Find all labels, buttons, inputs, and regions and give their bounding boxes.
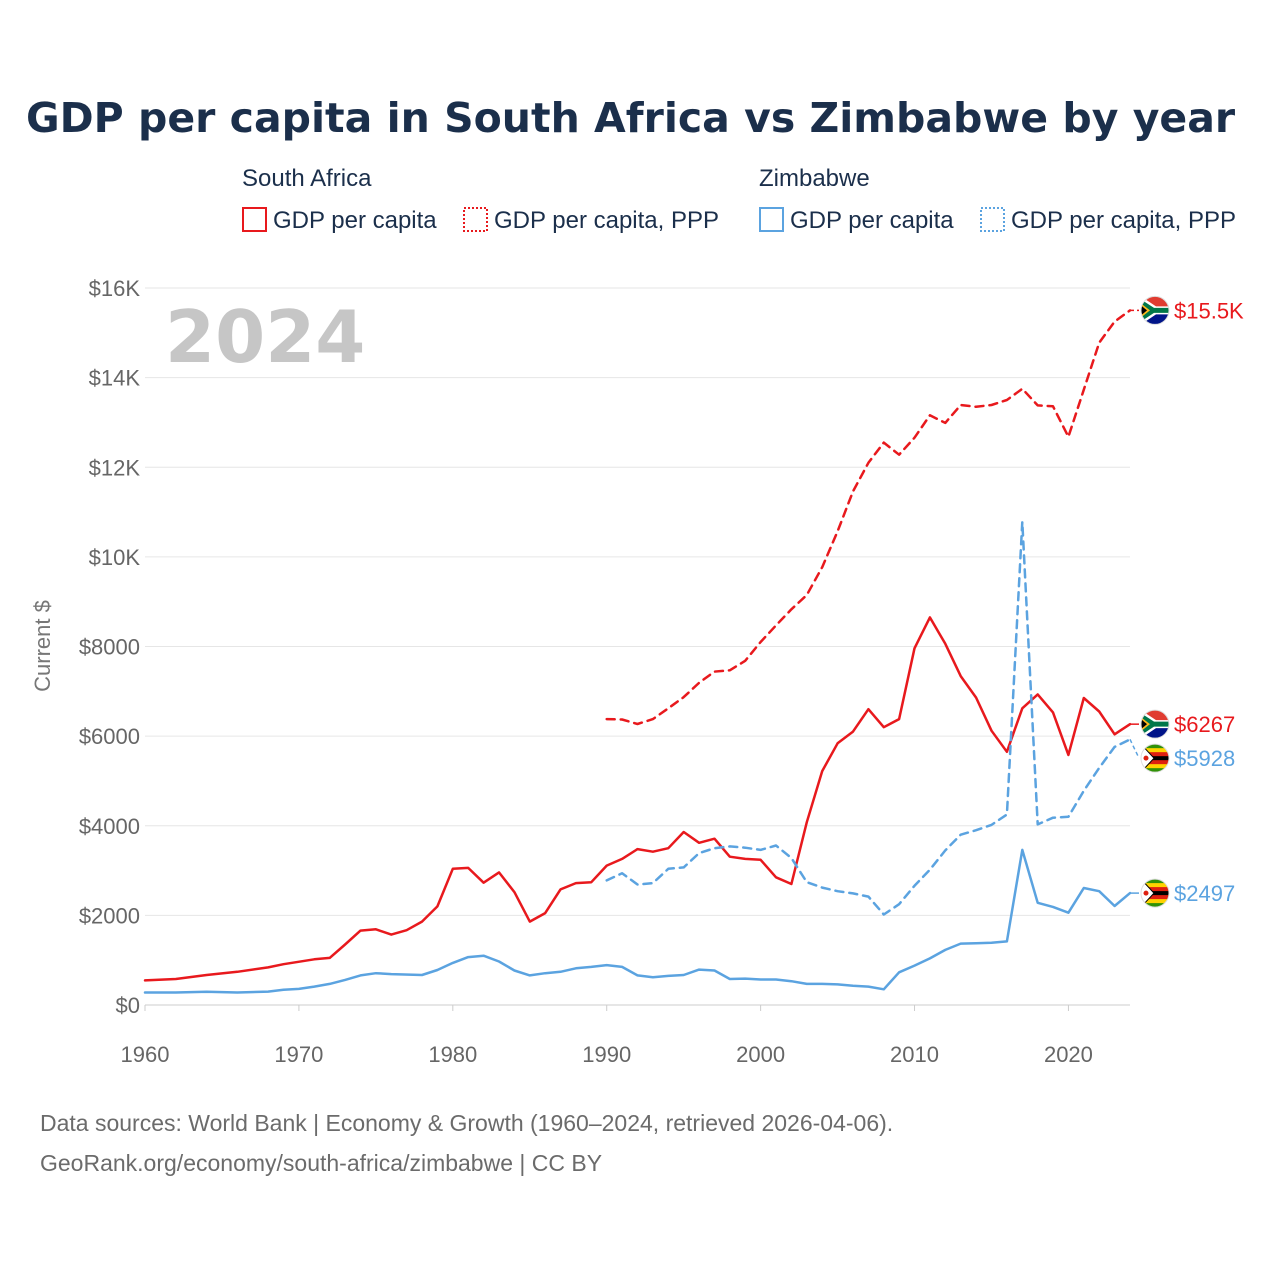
legend-group-zimbabwe: Zimbabwe: [759, 165, 870, 192]
y-axis-label: Current $: [30, 600, 55, 692]
south-africa-flag-icon: [1140, 709, 1170, 739]
zimbabwe-flag-icon: [1140, 743, 1170, 773]
x-tick-label: 2020: [1044, 1042, 1093, 1067]
y-tick-label: $8000: [79, 635, 140, 660]
series-line-0: [143, 616, 1132, 982]
end-label-value: $15.5K: [1174, 298, 1244, 323]
y-tick-label: $0: [116, 993, 140, 1018]
series-line-1: [605, 309, 1132, 726]
year-watermark: 2024: [165, 295, 365, 379]
series: [143, 309, 1132, 994]
legend-label-zw-gdp: GDP per capita: [790, 207, 954, 234]
y-tick-label: $16K: [89, 276, 141, 301]
legend-group-south-africa: South Africa: [242, 165, 372, 192]
chart-title: GDP per capita in South Africa vs Zimbab…: [26, 94, 1236, 142]
legend-label-sa-gdp: GDP per capita: [273, 207, 437, 234]
y-tick-label: $12K: [89, 455, 141, 480]
y-tick-label: $4000: [79, 814, 140, 839]
end-label-value: $6267: [1174, 712, 1235, 737]
zimbabwe-flag-icon: [1140, 878, 1170, 908]
x-tick-label: 2000: [736, 1042, 785, 1067]
axis-ticks: $0 $2000 $4000 $6000 $8000 $10K $12K $14K $16K 19…: [79, 276, 1093, 1067]
y-tick-label: $14K: [89, 366, 141, 391]
y-tick-label: $10K: [89, 545, 141, 570]
legend-swatch-sa-gdp: [242, 207, 267, 232]
series-line-2: [143, 848, 1132, 994]
end-label-connector: [1129, 739, 1140, 759]
footer-attribution: GeoRank.org/economy/south-africa/zimbabw…: [40, 1150, 602, 1176]
grid: [145, 287, 1130, 1006]
x-tick-label: 1980: [428, 1042, 477, 1067]
x-tick-label: 1960: [121, 1042, 170, 1067]
south-africa-flag-icon: [1140, 295, 1170, 325]
legend-label-zw-ppp: GDP per capita, PPP: [1011, 207, 1236, 234]
legend-swatch-sa-ppp: [463, 207, 488, 232]
y-tick-label: $6000: [79, 724, 140, 749]
end-labels: $15.5K $6267 $5928 $2497: [1129, 295, 1244, 908]
x-tick-label: 1970: [274, 1042, 323, 1067]
end-label-value: $5928: [1174, 746, 1235, 771]
series-line-3: [605, 520, 1132, 916]
legend-swatch-zw-gdp: [759, 207, 784, 232]
legend-swatch-zw-ppp: [980, 207, 1005, 232]
y-tick-label: $2000: [79, 903, 140, 928]
legend-label-sa-ppp: GDP per capita, PPP: [494, 207, 719, 234]
end-label-value: $2497: [1174, 881, 1235, 906]
x-tick-label: 1990: [582, 1042, 631, 1067]
footer-sources: Data sources: World Bank | Economy & Gro…: [40, 1110, 893, 1136]
x-tick-label: 2010: [890, 1042, 939, 1067]
legend: South Africa GDP per capita GDP per capi…: [242, 165, 1236, 234]
